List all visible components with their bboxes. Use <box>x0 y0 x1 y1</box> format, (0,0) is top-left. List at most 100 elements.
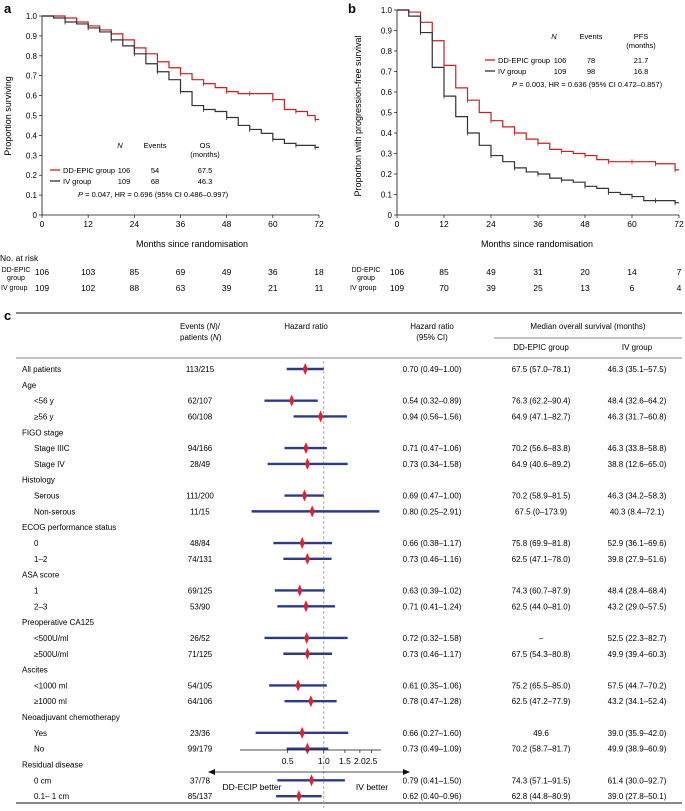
subgroup-header: ASA score <box>22 571 60 580</box>
legend-b-ddepic-n: 106 <box>554 56 567 65</box>
km-b-x-tick-label: 24 <box>486 219 496 229</box>
legend-b-iv-stat: 16.8 <box>634 67 649 76</box>
median-ddepic-value: 62.5 (44.0–81.0) <box>512 602 571 611</box>
subgroup-label: Stage IIIC <box>34 444 70 453</box>
median-iv-value: 48.4 (28.4–68.4) <box>608 586 667 595</box>
panel-a-x-axis-label: Months since randomisation <box>136 239 248 249</box>
panel-a-chart: 0 12 24 36 48 60 72 0 0.1 0.2 0.3 0.4 0.5 0.6 0.7 0.8 0.… <box>0 12 324 293</box>
legend-a-ddepic-stat: 67.5 <box>198 166 213 175</box>
km-b-y-tick-label: 0.3 <box>381 150 393 159</box>
median-iv-value: 39.0 (35.9–42.0) <box>608 729 667 738</box>
km-b-x-tick-label: 72 <box>674 219 684 229</box>
forest-x-tick-label: 1.5 <box>339 756 351 766</box>
median-iv-value: 39.8 (27.9–51.6) <box>608 555 667 564</box>
risk-b-iv-count: 6 <box>630 283 635 293</box>
km-a-y-tick-label: 0.9 <box>26 32 38 41</box>
risk-b-row1-label: DD-EPIC <box>352 267 381 274</box>
subgroup-header: FIGO stage <box>22 428 64 437</box>
km-a-y-tick-label: 1.0 <box>26 12 38 21</box>
km-a-ddepic-curve <box>42 15 319 121</box>
km-b-y-tick-label: 0.1 <box>381 191 393 200</box>
subgroup-label: No <box>34 745 45 754</box>
legend-b-ddepic-events: 78 <box>587 56 595 65</box>
hr-ci-value: 0.80 (0.25–2.91) <box>403 507 462 516</box>
events-value: 69/125 <box>188 586 213 595</box>
hr-diamond <box>308 695 314 708</box>
risk-b-ddepic-count: 85 <box>439 267 449 277</box>
hr-ci-value: 0.71 (0.41–1.24) <box>403 602 462 611</box>
median-iv-value: 46.3 (35.1–57.5) <box>608 365 667 374</box>
median-ddepic-value: 70.2 (58.7–81.7) <box>512 745 571 754</box>
subgroup-header: ECOG performance status <box>22 523 116 532</box>
legend-a-header-months: (months) <box>190 150 220 159</box>
hr-diamond <box>295 679 301 692</box>
median-iv-value: 49.9 (38.9–60.9) <box>608 745 667 754</box>
events-value: 74/131 <box>188 555 213 564</box>
hr-diamond <box>299 726 305 739</box>
panel-a-y-axis-label: Proportion surviving <box>3 76 13 156</box>
median-ddepic-value: 74.3 (60.7–87.9) <box>512 586 571 595</box>
risk-b-ddepic-count: 106 <box>390 267 404 277</box>
risk-a-iv-count: 109 <box>35 283 49 293</box>
risk-a-iv-count: 63 <box>176 283 186 293</box>
subgroup-label: 0 cm <box>34 776 52 785</box>
km-b-ddepic-curve <box>397 9 679 171</box>
median-ddepic-value: 62.5 (47.1–78.0) <box>512 555 571 564</box>
hr-ci-value: 0.63 (0.39–1.02) <box>403 586 462 595</box>
median-iv-value: 61.4 (30.0–92.7) <box>608 776 667 785</box>
km-a-x-tick-label: 0 <box>40 219 45 229</box>
risk-b-iv-count: 109 <box>390 283 404 293</box>
events-value: 99/179 <box>188 745 213 754</box>
median-iv-value: 39.0 (27.8–50.1) <box>608 792 667 801</box>
legend-a-ddepic-name: DD-EPIC group <box>63 166 115 175</box>
events-value: 94/166 <box>188 444 213 453</box>
risk-a-iv-count: 11 <box>315 283 324 293</box>
hr-diamond <box>304 742 311 755</box>
median-iv-value: 57.5 (44.7–70.2) <box>608 681 667 690</box>
median-ddepic-value: 74.3 (57.1–91.5) <box>512 776 571 785</box>
km-b-y-tick-label: 0.7 <box>381 68 393 77</box>
risk-a-row1-label: DD-EPIC <box>2 267 31 274</box>
median-iv-value: 40.3 (8.4–72.1) <box>610 507 665 516</box>
panel-c-forest-plot: Events (N)/ patients (N) Hazard ratio Ha… <box>16 312 682 809</box>
header-events: Events (N)/ <box>180 322 221 331</box>
risk-b-ddepic-count: 7 <box>677 267 682 277</box>
median-ddepic-value: 70.2 (56.6–83.8) <box>512 444 571 453</box>
legend-a-header-n: N <box>117 141 123 150</box>
legend-b-pvalue: P = 0.003, HR = 0.636 (95% CI 0.472–0.85… <box>512 80 663 89</box>
subgroup-header: Age <box>22 381 37 390</box>
subgroup-header: Residual disease <box>22 761 83 770</box>
hr-diamond <box>297 584 303 597</box>
km-a-x-tick-label: 48 <box>222 219 232 229</box>
km-b-x-tick-label: 0 <box>395 219 400 229</box>
km-a-y-tick-label: 0.2 <box>26 171 38 180</box>
header-hr-ci-sub: (95% CI) <box>416 333 448 342</box>
hr-diamond <box>304 647 311 660</box>
km-a-iv-curve <box>42 15 319 148</box>
legend-a-pvalue: P = 0.047, HR = 0.696 (95% CI 0.486–0.99… <box>78 190 229 199</box>
events-value: 54/105 <box>188 681 213 690</box>
hr-diamond <box>302 363 308 375</box>
legend-a-header-events: Events <box>144 141 167 150</box>
median-iv-value: 48.4 (32.6–64.2) <box>608 397 667 406</box>
subgroup-label: <1000 ml <box>34 681 67 690</box>
median-ddepic-value: 75.2 (65.5–85.0) <box>512 681 571 690</box>
axis-label-ddepic-better: DD-ECIP better <box>223 782 282 792</box>
hr-diamond <box>303 600 309 613</box>
events-value: 113/215 <box>186 365 215 374</box>
median-iv-value: 52.9 (36.1–69.6) <box>608 539 667 548</box>
hr-ci-value: 0.69 (0.47–1.00) <box>403 492 462 501</box>
legend-a-iv-stat: 46.3 <box>198 177 213 186</box>
risk-a-ddepic-count: 103 <box>81 267 95 277</box>
km-b-y-tick-label: 1.0 <box>381 6 393 15</box>
hr-ci-value: 0.78 (0.47–1.28) <box>403 697 462 706</box>
subgroup-label: Serous <box>34 492 59 501</box>
legend-a-ddepic-events: 54 <box>151 166 159 175</box>
subgroup-header: Ascites <box>22 666 48 675</box>
subgroup-label: <500U/ml <box>34 634 69 643</box>
hr-diamond <box>289 394 295 407</box>
km-b-x-tick-label: 12 <box>439 219 449 229</box>
median-ddepic-value: 67.5 (0–173.9) <box>515 507 567 516</box>
forest-x-tick-label: 2.5 <box>366 756 378 766</box>
forest-x-tick-label: 2.0 <box>354 756 366 766</box>
